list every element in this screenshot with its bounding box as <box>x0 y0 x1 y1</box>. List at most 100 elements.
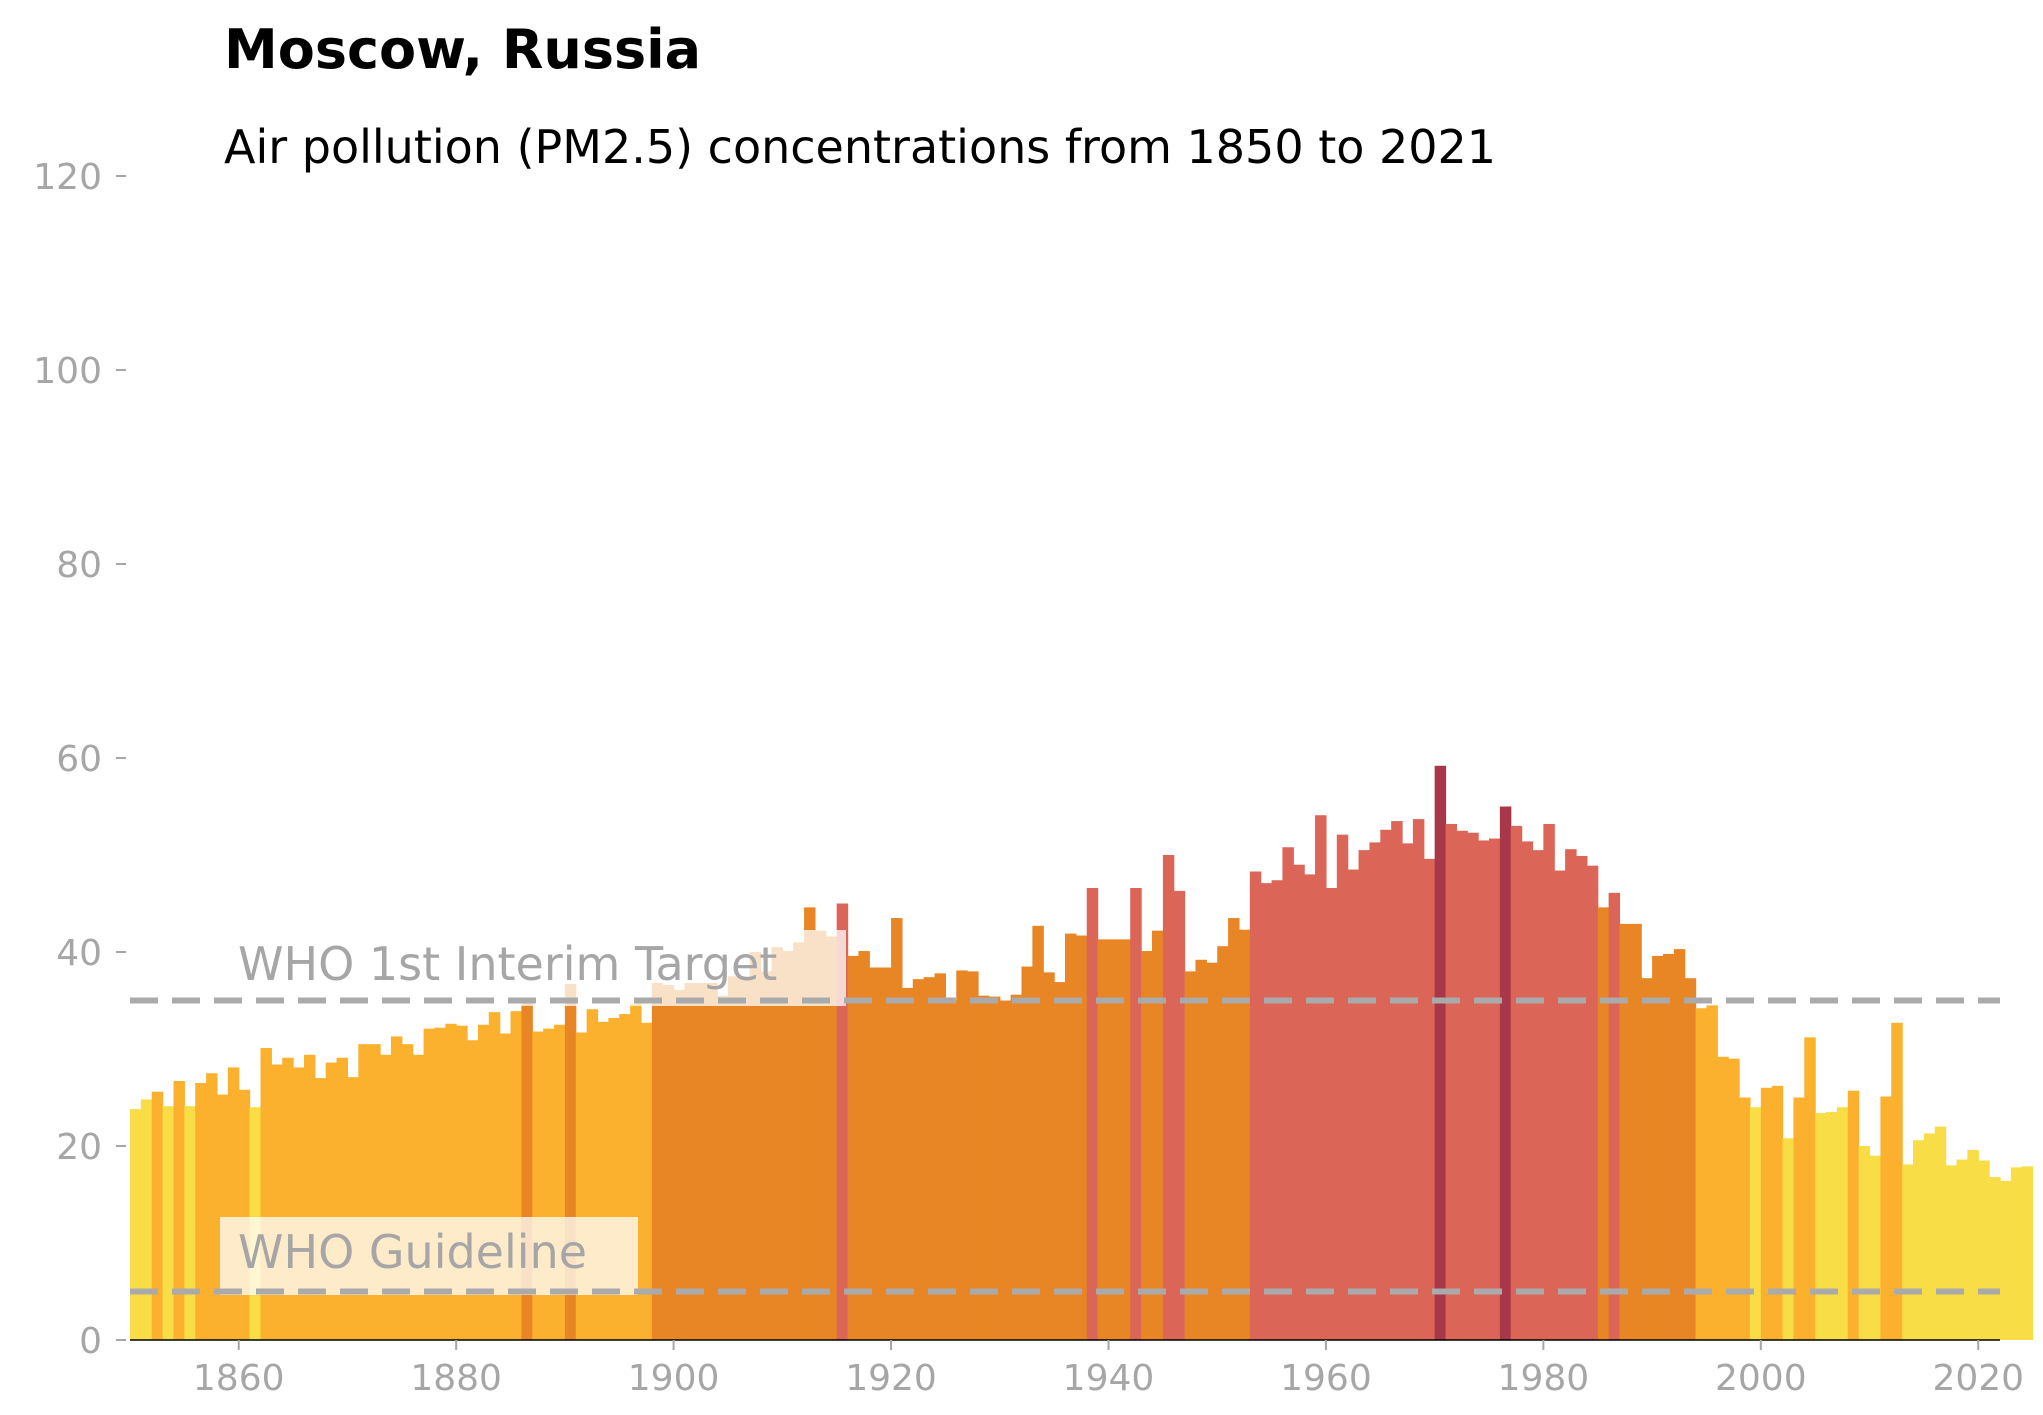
bar-1964 <box>1369 842 1381 1340</box>
bar-1935 <box>1054 982 1066 1340</box>
bar-1960 <box>1325 887 1338 1340</box>
bar-2004 <box>1804 1037 1816 1340</box>
bar-2011 <box>1880 1096 1892 1340</box>
bar-1934 <box>1043 972 1055 1340</box>
bar-1998 <box>1739 1097 1751 1340</box>
bar-1948 <box>1195 959 1207 1340</box>
bar-1877 <box>423 1028 436 1340</box>
bar-1940 <box>1108 939 1120 1340</box>
bar-1980 <box>1543 823 1555 1340</box>
bar-1931 <box>1010 994 1023 1340</box>
bar-1972 <box>1456 830 1468 1340</box>
bar-1891 <box>575 1032 588 1340</box>
bar-1993 <box>1684 978 1697 1340</box>
bar-2000 <box>1760 1087 1773 1340</box>
bar-1915 <box>836 903 849 1340</box>
x-tick-label-1960: 1960 <box>1280 1358 1372 1399</box>
bar-1991 <box>1662 953 1675 1340</box>
bar-1921 <box>901 987 914 1340</box>
bar-1925 <box>945 1000 957 1340</box>
bar-1970 <box>1434 765 1447 1340</box>
bar-1955 <box>1271 880 1284 1340</box>
bar-1866 <box>303 1054 316 1340</box>
bar-1854 <box>173 1081 185 1340</box>
bar-1974 <box>1478 840 1490 1340</box>
bar-1883 <box>488 1012 501 1340</box>
bar-1912 <box>804 907 816 1340</box>
bar-1939 <box>1097 939 1110 1340</box>
bar-1965 <box>1380 829 1392 1340</box>
bar-1999 <box>1749 1107 1762 1340</box>
bar-1887 <box>532 1031 544 1340</box>
bar-2017 <box>1945 1165 1958 1340</box>
bar-1870 <box>347 1077 359 1340</box>
bar-2007 <box>1836 1107 1849 1340</box>
bar-1884 <box>499 1033 512 1340</box>
bar-1905 <box>727 976 740 1340</box>
bar-1958 <box>1304 874 1316 1340</box>
bar-1949 <box>1206 962 1218 1340</box>
y-tick-label-0: 0 <box>79 1321 102 1362</box>
bar-2020 <box>1978 1160 1990 1340</box>
bar-2013 <box>1902 1164 1914 1340</box>
bar-1995 <box>1706 1005 1718 1340</box>
bar-1947 <box>1184 971 1197 1340</box>
bar-1904 <box>717 995 729 1340</box>
bar-1906 <box>738 976 751 1340</box>
y-axis-ticks: 0 20 40 60 80 100 120 <box>33 157 126 1362</box>
bar-2023 <box>2010 1167 2023 1340</box>
y-tick-label-80: 80 <box>56 545 102 586</box>
bar-1894 <box>608 1017 620 1340</box>
chart-subtitle: Air pollution (PM2.5) concentrations fro… <box>224 120 1497 174</box>
bar-2022 <box>2000 1180 2012 1340</box>
x-tick-label-1920: 1920 <box>845 1358 937 1399</box>
bar-1888 <box>543 1028 555 1340</box>
bar-1979 <box>1532 850 1544 1340</box>
bar-1929 <box>988 996 1001 1340</box>
bar-1876 <box>412 1054 425 1340</box>
bar-2015 <box>1923 1133 1936 1340</box>
bar-1902 <box>695 983 707 1340</box>
bar-1956 <box>1282 847 1294 1340</box>
y-tick-label-60: 60 <box>56 739 102 780</box>
bar-1994 <box>1695 1008 1708 1340</box>
x-tick-label-1980: 1980 <box>1498 1358 1590 1399</box>
bar-2014 <box>1913 1140 1925 1340</box>
bar-1975 <box>1489 838 1501 1340</box>
bar-1962 <box>1347 869 1360 1340</box>
bar-1903 <box>706 983 718 1340</box>
bar-1881 <box>467 1040 479 1340</box>
bar-1923 <box>923 977 936 1340</box>
bar-1918 <box>869 967 881 1340</box>
bar-1872 <box>369 1044 381 1340</box>
bar-1916 <box>847 955 860 1340</box>
bar-1855 <box>184 1106 196 1340</box>
bar-1920 <box>891 918 903 1340</box>
bar-1897 <box>640 1022 653 1340</box>
bar-1850 <box>130 1109 142 1340</box>
bar-1969 <box>1423 858 1436 1340</box>
bar-1893 <box>597 1021 609 1340</box>
bar-1907 <box>749 952 762 1340</box>
bar-1852 <box>151 1091 164 1340</box>
bar-1860 <box>238 1089 251 1340</box>
x-tick-label-1940: 1940 <box>1063 1358 1155 1399</box>
bar-1961 <box>1336 834 1349 1340</box>
bar-1900 <box>673 989 686 1340</box>
bar-1983 <box>1575 855 1588 1340</box>
bar-1933 <box>1032 925 1044 1340</box>
bar-1932 <box>1021 966 1033 1340</box>
bar-1976 <box>1499 806 1512 1340</box>
bar-2002 <box>1782 1138 1795 1340</box>
bar-1963 <box>1358 850 1371 1340</box>
bar-1930 <box>999 1000 1012 1340</box>
bar-2019 <box>1967 1149 1979 1340</box>
bar-1928 <box>978 995 990 1340</box>
bar-1978 <box>1521 841 1534 1340</box>
bar-1919 <box>880 967 892 1340</box>
bar-2010 <box>1869 1155 1881 1340</box>
bar-1938 <box>1086 887 1099 1340</box>
bar-2008 <box>1847 1090 1860 1340</box>
bar-1986 <box>1608 892 1621 1340</box>
bar-1943 <box>1141 951 1153 1340</box>
